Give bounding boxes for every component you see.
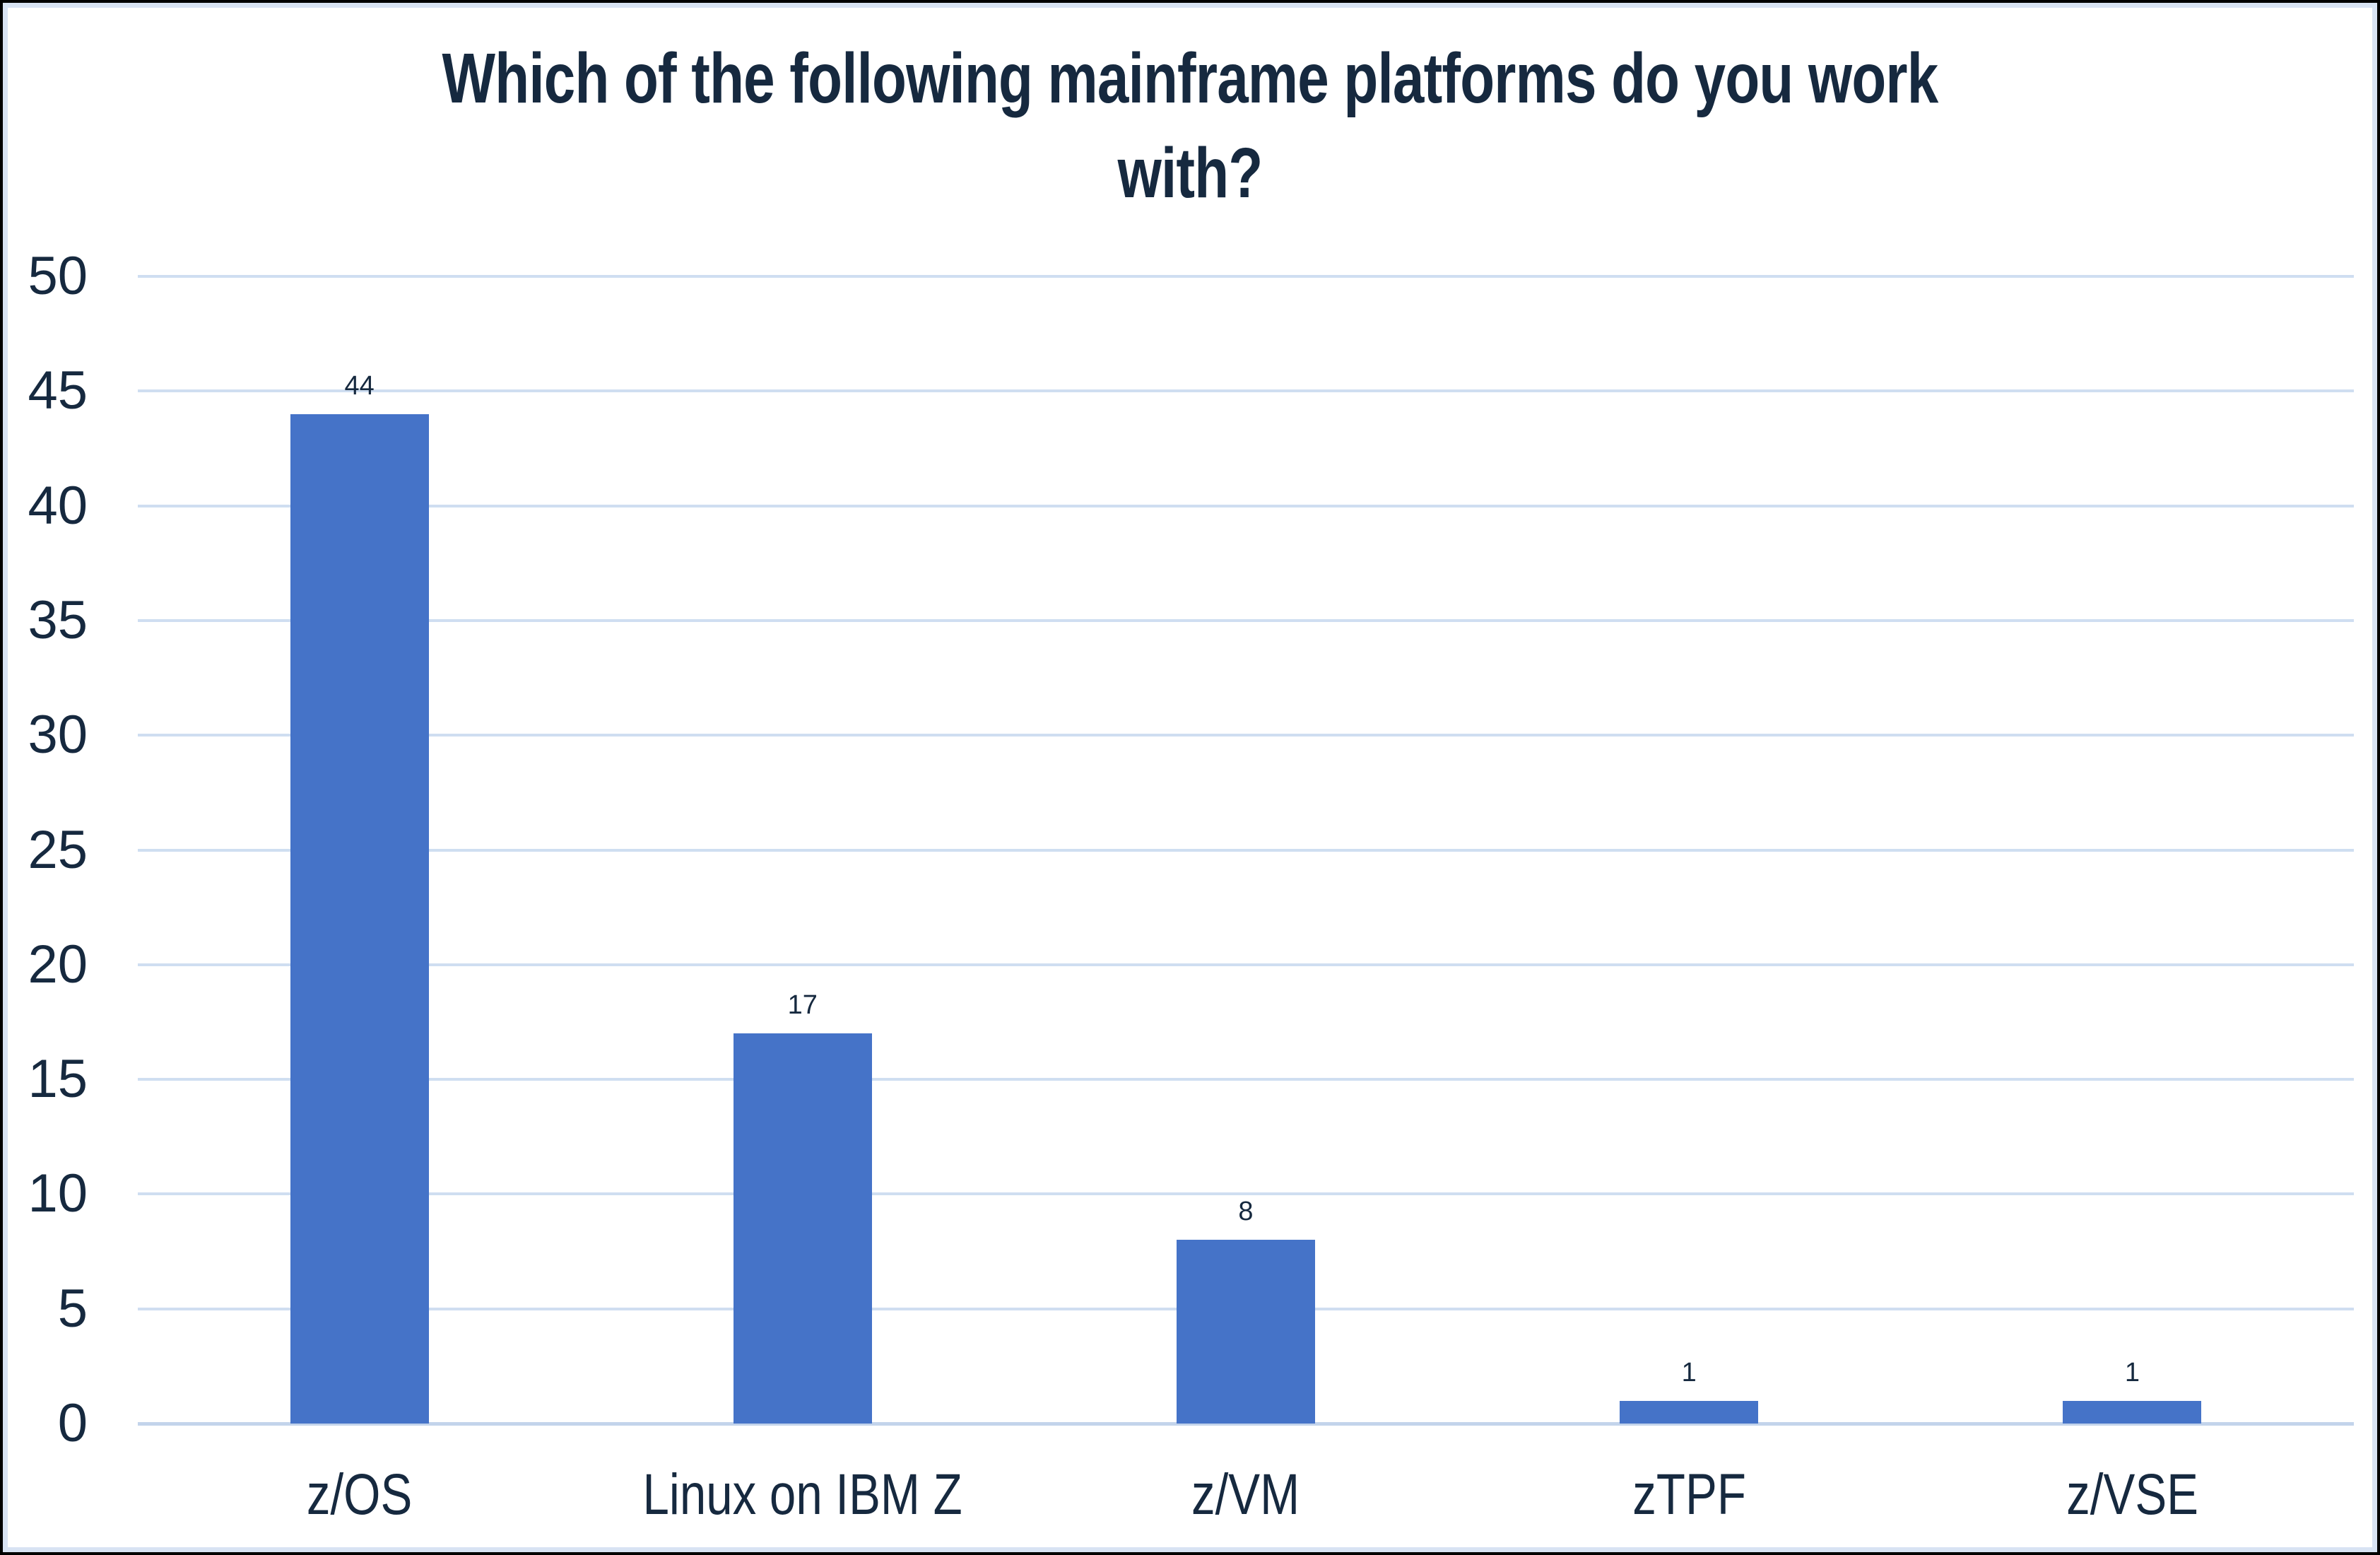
- gridline-40: [138, 504, 2354, 507]
- y-axis-tick-label-45: 45: [28, 360, 88, 421]
- bar-value-label-ztpf: 1: [1681, 1357, 1697, 1387]
- chart-title-line-2: with?: [1117, 134, 1263, 213]
- gridline-45: [138, 389, 2354, 393]
- chart-title: Which of the following mainframe platfor…: [3, 31, 2377, 221]
- x-axis-category-label-linux-on-ibm-z: Linux on IBM Z: [642, 1462, 962, 1527]
- gridline-50: [138, 275, 2354, 278]
- bar-z-os: [290, 413, 429, 1424]
- bar-value-label-z-vm: 8: [1238, 1197, 1254, 1227]
- chart-title-line-1: Which of the following mainframe platfor…: [442, 39, 1939, 118]
- bar-ztpf: [1620, 1400, 1759, 1424]
- y-axis-tick-label-50: 50: [28, 246, 88, 306]
- gridline-30: [138, 734, 2354, 737]
- y-axis-tick-label-0: 0: [57, 1393, 88, 1453]
- x-axis-line: [138, 1422, 2354, 1426]
- gridline-10: [138, 1192, 2354, 1196]
- y-axis-tick-label-5: 5: [57, 1278, 88, 1339]
- gridline-25: [138, 848, 2354, 852]
- gridline-35: [138, 618, 2354, 622]
- x-axis-category-label-z-vse: z/VSE: [2066, 1462, 2198, 1527]
- y-axis-tick-label-15: 15: [28, 1049, 88, 1110]
- gridline-15: [138, 1078, 2354, 1081]
- y-axis-tick-label-30: 30: [28, 705, 88, 765]
- x-axis-category-label-ztpf: zTPF: [1632, 1462, 1746, 1527]
- y-axis-tick-label-20: 20: [28, 934, 88, 994]
- bar-z-vse: [2063, 1400, 2202, 1424]
- y-axis-tick-label-35: 35: [28, 589, 88, 650]
- bar-linux-on-ibm-z: [733, 1033, 872, 1424]
- y-axis-tick-label-10: 10: [28, 1163, 88, 1224]
- plot-area: 0 5 10 15 20 25 30 35 40 45 50 44 z/OS 17 Linux on IBM…: [3, 3, 2377, 1552]
- gridline-20: [138, 963, 2354, 966]
- x-axis-category-label-z-vm: z/VM: [1191, 1462, 1300, 1527]
- y-axis-tick-label-40: 40: [28, 475, 88, 536]
- x-axis-category-label-z-os: z/OS: [306, 1462, 413, 1527]
- y-axis-tick-label-25: 25: [28, 819, 88, 880]
- bar-value-label-z-vse: 1: [2124, 1357, 2140, 1387]
- bar-value-label-linux-on-ibm-z: 17: [787, 990, 818, 1021]
- bar-z-vm: [1177, 1240, 1315, 1424]
- bar-value-label-z-os: 44: [344, 370, 375, 401]
